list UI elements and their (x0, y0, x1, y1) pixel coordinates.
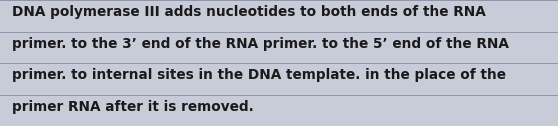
Text: primer. to internal sites in the DNA template. in the place of the: primer. to internal sites in the DNA tem… (12, 68, 506, 82)
Text: DNA polymerase III adds nucleotides to both ends of the RNA: DNA polymerase III adds nucleotides to b… (12, 5, 486, 19)
Text: primer RNA after it is removed.: primer RNA after it is removed. (12, 100, 254, 114)
Text: primer. to the 3’ end of the RNA primer. to the 5’ end of the RNA: primer. to the 3’ end of the RNA primer.… (12, 37, 509, 51)
